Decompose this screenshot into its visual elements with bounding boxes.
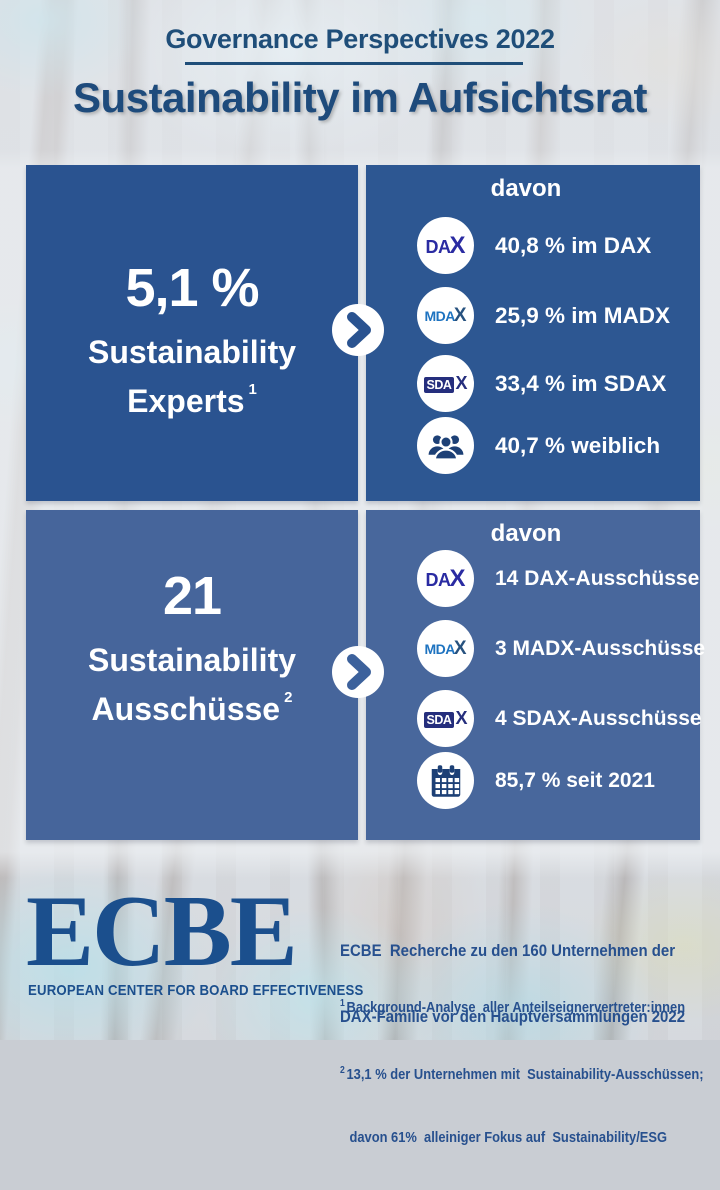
dax-logo-icon: DA X	[417, 550, 474, 607]
davon-label: davon	[490, 520, 562, 547]
detail-text: 40,8 % im DAX	[495, 232, 652, 258]
detail-text: 85,7 % seit 2021	[495, 768, 655, 792]
detail-row-sdax: SDA X 33,4 % im SDAX	[417, 355, 666, 412]
detail-text: 14 DAX-Ausschüsse	[495, 566, 700, 590]
stat-label-committees: Sustainability Ausschüsse 2	[88, 641, 296, 728]
chevron-right-icon	[332, 304, 384, 356]
dax-logo-icon: DA X	[417, 217, 474, 274]
detail-row-mdax: MDA X 3 MADX-Ausschüsse	[417, 620, 705, 677]
detail-panel-committees: davon DA X 14 DAX-Ausschüsse MDA X 3 MADX-…	[366, 510, 705, 840]
page-title: Sustainability im Aufsichtsrat	[73, 74, 647, 121]
detail-row-female: 40,7 % weiblich	[417, 417, 660, 474]
calendar-icon	[417, 752, 474, 809]
mdax-logo-icon: MDA X	[417, 287, 474, 344]
series-title: Governance Perspectives 2022	[165, 24, 555, 54]
detail-text: 4 SDAX-Ausschüsse	[495, 706, 702, 730]
ecbe-logo-subtitle: EUROPEAN CENTER FOR BOARD EFFECTIVENESS	[28, 982, 364, 999]
stat-panel-committees: 21 Sustainability Ausschüsse 2	[26, 510, 358, 840]
stat-label-line1: Sustainability	[87, 333, 297, 370]
chevron-right-icon	[332, 646, 384, 698]
detail-row-sdax: SDA X 4 SDAX-Ausschüsse	[417, 690, 702, 747]
detail-text: 33,4 % im SDAX	[495, 370, 667, 396]
mdax-logo-icon: MDA X	[417, 620, 474, 677]
detail-row-dax: DA X 14 DAX-Ausschüsse	[417, 550, 699, 607]
stat-value-experts: 5,1 %	[125, 257, 259, 318]
people-group-icon	[417, 417, 474, 474]
stat-label-line2: Ausschüsse	[91, 690, 281, 727]
detail-panel-experts: davon DA X 40,8 % im DAX MDA X 25,9 % im M…	[366, 165, 700, 501]
detail-text: 40,7 % weiblich	[495, 432, 661, 458]
detail-text: 25,9 % im MADX	[495, 302, 671, 328]
sdax-logo-icon: SDA X	[417, 690, 474, 747]
footnote-2: 2 13,1 % der Unternehmen mit Sustainabili…	[340, 1065, 704, 1083]
footnote-2-continuation: davon 61% alleiniger Fokus auf Sustainab…	[349, 1129, 668, 1146]
footnotes: 1 Background-Analyse aller Anteilseignerv…	[340, 951, 703, 1190]
stat-label-line2: Experts	[127, 382, 245, 419]
detail-text: 3 MADX-Ausschüsse	[495, 636, 706, 660]
footnote-1: 1 Background-Analyse aller Anteilseignerv…	[340, 998, 686, 1016]
detail-row-mdax: MDA X 25,9 % im MADX	[417, 287, 670, 344]
stat-value-committees: 21	[162, 565, 222, 626]
stat-panel-experts: 5,1 % Sustainability Experts 1	[26, 165, 358, 501]
footnote-ref-2: 2	[284, 688, 293, 706]
divider-line	[185, 62, 523, 65]
detail-row-since2021: 85,7 % seit 2021	[417, 752, 655, 809]
source-line1: ECBE Recherche zu den 160 Unternehmen de…	[340, 941, 676, 960]
footnote-ref-1: 1	[248, 380, 257, 398]
davon-label: davon	[490, 175, 562, 202]
source-note: ECBE Recherche zu den 160 Unternehmen de…	[340, 896, 685, 1072]
ecbe-logo: ECBE	[26, 875, 298, 988]
sdax-logo-icon: SDA X	[417, 355, 474, 412]
source-line2: DAX-Familie vor den Hauptversammlungen 2…	[340, 1007, 686, 1026]
stat-label-experts: Sustainability Experts 1	[88, 333, 296, 420]
detail-row-dax: DA X 40,8 % im DAX	[417, 217, 651, 274]
stat-label-line1: Sustainability	[87, 641, 297, 678]
infographic: Governance Perspectives 2022 Sustainabil…	[26, 24, 705, 1146]
